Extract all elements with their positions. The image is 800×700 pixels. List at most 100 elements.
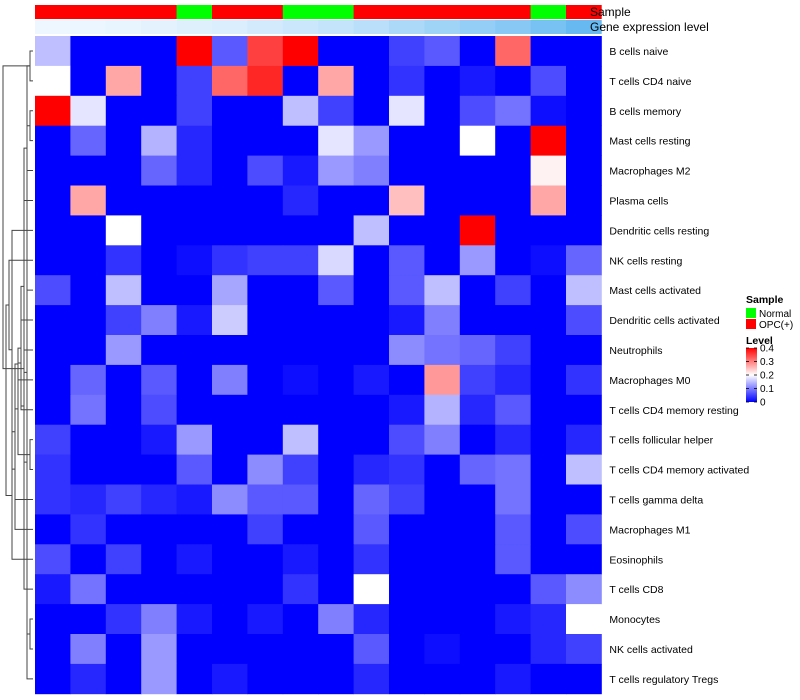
heatmap-cell (353, 215, 390, 246)
heatmap-cell (35, 185, 71, 216)
heatmap-cell (353, 634, 390, 665)
heatmap-cell (70, 275, 107, 306)
heatmap-cell (495, 514, 531, 545)
heatmap-cell (318, 36, 354, 67)
expression-annotation-cell (105, 20, 142, 34)
heatmap-cell (495, 36, 531, 67)
heatmap-cell (459, 454, 496, 485)
sample-annotation-cell (459, 5, 496, 19)
heatmap-cell (318, 604, 354, 635)
heatmap-cell (424, 305, 461, 336)
level-tick-label: 0.3 (760, 357, 774, 368)
heatmap-cell (353, 275, 390, 306)
heatmap-cell (424, 634, 461, 665)
heatmap-cell (212, 95, 248, 127)
expression-annotation-cell (282, 20, 319, 34)
heatmap-cell (70, 125, 107, 156)
heatmap-cell (212, 335, 248, 366)
level-tick-label: 0.4 (760, 344, 774, 355)
heatmap-cell (566, 215, 602, 246)
heatmap-cell (282, 36, 319, 67)
heatmap-cell (353, 663, 390, 695)
heatmap-cell (353, 604, 390, 635)
sample-annotation-cell (176, 5, 213, 19)
heatmap-cell (247, 215, 284, 246)
heatmap-cell (353, 514, 390, 545)
expression-annotation-cell (35, 20, 71, 34)
dendrogram-branch (29, 618, 33, 650)
heatmap-cell (35, 245, 71, 276)
heatmap-cell (247, 514, 284, 545)
row-label: T cells gamma delta (609, 494, 703, 506)
heatmap-cell (530, 95, 567, 127)
heatmap-cell (105, 663, 142, 695)
heatmap-cell (35, 604, 71, 635)
heatmap-cell (495, 275, 531, 306)
heatmap-cell (424, 544, 461, 575)
heatmap-cell (530, 544, 567, 575)
heatmap-cell (35, 335, 71, 366)
heatmap-cell (282, 364, 319, 396)
heatmap-cell (70, 185, 107, 216)
heatmap-cell (35, 544, 71, 575)
heatmap-cell (212, 574, 248, 605)
sample-annotation-cell (353, 5, 390, 19)
heatmap-cell (282, 574, 319, 605)
row-dendrogram (2, 50, 33, 680)
sample-annotation-cell (318, 5, 354, 19)
heatmap-cell (212, 394, 248, 426)
heatmap-cell (247, 544, 284, 575)
heatmap-cell (530, 514, 567, 545)
heatmap-cell (495, 305, 531, 336)
heatmap-cell (176, 514, 213, 545)
heatmap-cell (389, 155, 425, 186)
heatmap-cell (105, 364, 142, 396)
heatmap-cell (70, 514, 107, 545)
heatmap-cell (566, 95, 602, 127)
heatmap-cell (70, 424, 107, 455)
heatmap-cell (459, 394, 496, 426)
heatmap-cell (530, 125, 567, 156)
heatmap-cell (530, 663, 567, 695)
heatmap-cell (389, 544, 425, 575)
heatmap-cell (105, 155, 142, 186)
dendrogram-branch (23, 147, 33, 590)
heatmap-cell (141, 215, 177, 246)
heatmap-cell (105, 544, 142, 575)
heatmap-cell (141, 125, 177, 156)
heatmap-cell (566, 245, 602, 276)
heatmap-cell (495, 454, 531, 485)
heatmap-cell (105, 514, 142, 545)
heatmap-cell (495, 574, 531, 605)
heatmap-cell (35, 36, 71, 67)
heatmap-cell (35, 394, 71, 426)
heatmap-cell (176, 155, 213, 186)
heatmap-cell (247, 364, 284, 396)
heatmap-cell (318, 275, 354, 306)
row-label: B cells memory (609, 106, 682, 118)
row-labels: B cells naive T cells CD4 naive B cells me… (609, 46, 749, 686)
heatmap-cell (459, 634, 496, 665)
heatmap-cell (247, 185, 284, 216)
heatmap-cell (459, 125, 496, 156)
heatmap-cell (212, 155, 248, 186)
heatmap-cell (282, 65, 319, 97)
row-label: Eosinophils (609, 554, 663, 566)
heatmap-cell (212, 454, 248, 485)
heatmap-cell (70, 454, 107, 485)
heatmap-cell (35, 275, 71, 306)
sample-legend: Sample Normal OPC(+) (746, 294, 793, 331)
sample-annotation-cell (105, 5, 142, 19)
level-tick-label: 0.1 (760, 384, 774, 395)
heatmap-cell (353, 245, 390, 276)
heatmap-cell (566, 604, 602, 635)
heatmap-cell (353, 335, 390, 366)
heatmap-cell (282, 215, 319, 246)
sample-annotation-cell (389, 5, 425, 19)
heatmap-cell (282, 275, 319, 306)
heatmap-cell (282, 125, 319, 156)
dendrogram-branch (17, 347, 33, 381)
heatmap-cell (495, 424, 531, 455)
heatmap-cell (212, 634, 248, 665)
heatmap-cell (35, 454, 71, 485)
